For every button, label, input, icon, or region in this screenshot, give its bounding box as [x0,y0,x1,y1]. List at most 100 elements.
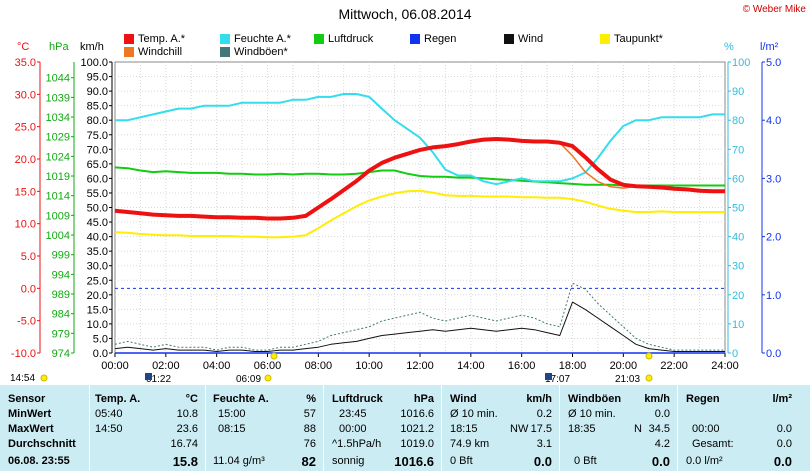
pressure-trend: ^1.5hPa/h [332,438,382,450]
temp-max-value: 23.6 [176,423,198,435]
gusts-unit: km/h [644,393,670,405]
humidity-min-value: 57 [303,408,316,420]
humidity-axis-tick-label: 100 [732,57,750,69]
x-axis-tick-label: 04:00 [203,360,231,372]
temp-axis-tick-label: 30.0 [15,89,36,101]
wind-axis-tick-label: 15.0 [87,304,108,316]
legend-swatch [220,34,230,44]
temp-avg-value: 16.74 [170,438,198,450]
rain-axis-tick-label: 5.0 [766,57,781,69]
rain-axis-tick-label: 1.0 [766,290,781,302]
legend-item-rain: Regen [410,33,456,45]
wind-max-direction: NW [510,423,529,435]
legend-label: Temp. A.* [138,33,186,45]
gusts-max-value: 34.5 [648,423,670,435]
rain-max-value: 0.0 [776,423,792,435]
temp-min-time: 05:40 [95,408,123,420]
copyright-label[interactable]: © Weber Mike [742,4,806,15]
temp-header: Temp. A. [95,393,141,405]
pressure-axis-tick-label: 994 [52,269,70,281]
temp-axis-tick-label: 25.0 [15,122,36,134]
temp-min-value: 10.8 [176,408,198,420]
wind-axis-tick-label: 20.0 [87,290,108,302]
col-wind: Wind km/h Ø 10 min. 0.2 18:15 NW 17.5 74… [441,385,560,471]
sensor-header: Sensor [8,393,46,405]
gusts-max-time: 18:35 [568,423,596,435]
col-gusts: Windböen km/h Ø 10 min. 0.0 18:35 N 34.5… [559,385,678,471]
wind-axis-tick-label: 10.0 [87,319,108,331]
weather-chart: 35.030.025.020.015.010.05.00.0-5.0-10.01… [10,57,781,385]
wind-avg10-label: Ø 10 min. [450,408,498,420]
pressure-unit-label: hPa [49,41,69,53]
pressure-axis-tick-label: 984 [52,309,70,321]
pressure-max-time: 00:00 [339,423,367,435]
row-label-current: 06.08. 23:55 [8,455,70,467]
gusts-current-value: 0.0 [651,454,670,469]
time-annotation: 06:09 [236,374,261,385]
x-axis-tick-label: 10:00 [355,360,383,372]
legend-label: Luftdruck [328,33,374,45]
pressure-axis-tick-label: 1019 [46,171,70,183]
humidity-header: Feuchte A. [213,393,269,405]
gusts-avg10-value: 0.0 [654,408,670,420]
legend-item-dewpoint: Taupunkt* [600,33,663,45]
wind-unit-label: km/h [80,41,104,53]
gusts-beaufort: 0 Bft [574,455,597,467]
legend-item-temp: Temp. A.* [124,33,185,45]
series-group [114,93,725,354]
col-sensor: Sensor MinWert MaxWert Durchschnitt 06.0… [0,385,89,471]
humidity-absolute: 11.04 g/m³ [213,455,265,467]
rain-axis-tick-label: 3.0 [766,173,781,185]
wind-axis-tick-label: 40.0 [87,232,108,244]
humidity-axis-tick-label: 30 [732,261,744,273]
wind-axis-tick-label: 60.0 [87,173,108,185]
humidity-unit-label: % [724,41,734,53]
wind-axis-tick-label: 35.0 [87,246,108,258]
legend-label: Feuchte A.* [234,33,291,45]
pressure-axis-tick-label: 989 [52,289,70,301]
pressure-current-value: 1016.6 [394,454,434,469]
axes: 35.0 30.0 25.0 20.0 15.0 10.0 5.0 0.0 -5.0 -10.0 1… [11,57,781,372]
x-axis-tick-label: 16:00 [508,360,536,372]
legend-swatch [600,34,610,44]
rain-current-value: 0.0 [773,454,792,469]
wind-max-value: 17.5 [530,423,552,435]
rain-total-label: Gesamt: [692,438,734,450]
legend-item-windchill: Windchill [124,46,182,58]
legend-item-gusts: Windböen* [220,46,288,58]
col-humidity: Feuchte A. % 15:00 57 08:15 88 76 11.04 … [205,385,324,471]
wind-axis-tick-label: 55.0 [87,188,108,200]
moon-icon [545,373,552,380]
humidity-current-value: 82 [301,454,316,469]
humidity-axis-tick-label: 80 [732,115,744,127]
legend-swatch [124,47,134,57]
pressure-header: Luftdruck [332,393,383,405]
legend-label: Taupunkt* [614,33,663,45]
humidity-axis-tick-label: 60 [732,173,744,185]
legend-swatch [124,34,134,44]
legend-swatch [220,47,230,57]
wind-axis-tick-label: 80.0 [87,115,108,127]
wind-axis-tick-label: 45.0 [87,217,108,229]
legend-item-humidity: Feuchte A.* [220,33,291,45]
rain-unit: l/m² [772,393,792,405]
wind-current-value: 0.0 [533,454,552,469]
legend-item-pressure: Luftdruck [314,33,373,45]
rain-axis-tick-label: 0.0 [766,348,781,360]
time-annotation: 01:22 [146,374,171,385]
col-temp: Temp. A. °C 05:40 10.8 14:50 23.6 16.74 … [89,385,206,471]
legend-swatch [314,34,324,44]
rain-unit-label: l/m² [760,41,779,53]
wind-run: 74.9 km [450,438,490,450]
sun-marker [40,374,48,382]
wind-max-time: 18:15 [450,423,478,435]
stats-table: Sensor MinWert MaxWert Durchschnitt 06.0… [0,385,810,471]
temp-max-time: 14:50 [95,423,123,435]
wind-axis-tick-label: 75.0 [87,130,108,142]
x-axis-tick-label: 06:00 [254,360,282,372]
pressure-axis-tick-label: 1034 [46,112,70,124]
row-label-avg: Durchschnitt [8,438,76,450]
pressure-axis-tick-label: 1039 [46,92,70,104]
legend-label: Windböen* [234,46,288,58]
sun-marker [645,352,653,360]
